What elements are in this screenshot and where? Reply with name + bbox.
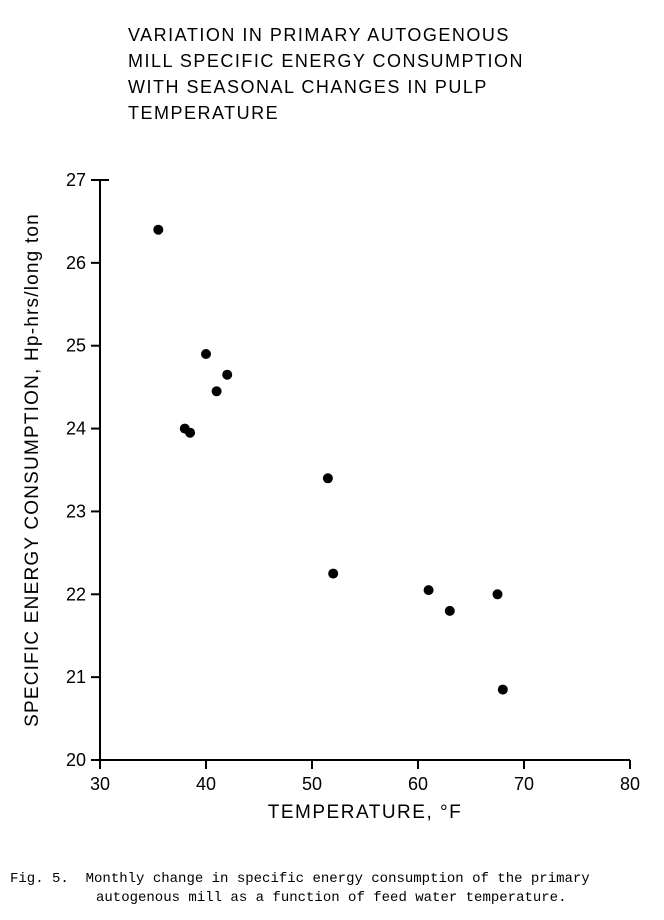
svg-text:TEMPERATURE, °F: TEMPERATURE, °F [268, 802, 462, 823]
title-line-1: VARIATION IN PRIMARY AUTOGENOUS [128, 22, 608, 48]
svg-text:25: 25 [66, 336, 86, 356]
svg-text:80: 80 [620, 774, 640, 794]
chart-title: VARIATION IN PRIMARY AUTOGENOUS MILL SPE… [128, 22, 608, 126]
title-line-3: WITH SEASONAL CHANGES IN PULP [128, 74, 608, 100]
svg-text:22: 22 [66, 584, 86, 604]
scatter-chart: 20 21 22 23 24 25 26 27 30 40 50 60 70 80 TEMPERATURE,… [0, 160, 664, 840]
svg-text:27: 27 [66, 170, 86, 190]
svg-text:26: 26 [66, 253, 86, 273]
caption-line-1: Monthly change in specific energy consum… [86, 871, 590, 887]
svg-text:23: 23 [66, 501, 86, 521]
svg-text:70: 70 [514, 774, 534, 794]
title-line-2: MILL SPECIFIC ENERGY CONSUMPTION [128, 48, 608, 74]
svg-text:60: 60 [408, 774, 428, 794]
svg-text:50: 50 [302, 774, 322, 794]
caption-line-2: autogenous mill as a function of feed wa… [10, 890, 566, 906]
title-line-4: TEMPERATURE [128, 100, 608, 126]
svg-text:SPECIFIC ENERGY CONSUMPTION, H: SPECIFIC ENERGY CONSUMPTION, Hp-hrs/long… [22, 213, 43, 727]
caption-prefix: Fig. 5. [10, 871, 69, 887]
svg-text:20: 20 [66, 750, 86, 770]
svg-text:24: 24 [66, 419, 86, 439]
svg-text:30: 30 [90, 774, 110, 794]
svg-text:40: 40 [196, 774, 216, 794]
figure-caption: Fig. 5. Monthly change in specific energ… [10, 870, 654, 908]
svg-text:21: 21 [66, 667, 86, 687]
chart-svg: 20 21 22 23 24 25 26 27 30 40 50 60 70 80 TEMPERATURE,… [0, 160, 664, 840]
